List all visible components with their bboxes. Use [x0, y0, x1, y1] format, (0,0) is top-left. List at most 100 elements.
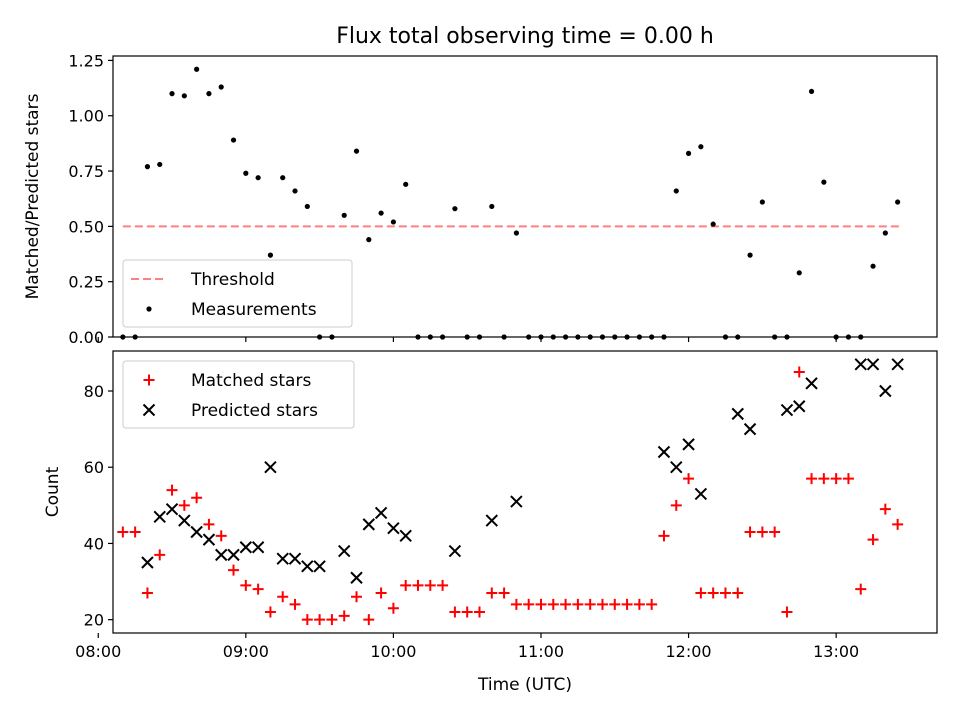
measurement-point	[169, 91, 175, 97]
measurement-point	[218, 84, 224, 90]
figure-title: Flux total observing time = 0.00 h	[336, 24, 714, 49]
predicted-stars-point	[510, 495, 523, 508]
y-axis-label: Matched/Predicted stars	[23, 93, 43, 299]
matched-stars-point	[818, 473, 830, 485]
y-tick-label: 20	[84, 611, 104, 630]
matched-stars-point	[633, 598, 645, 610]
matched-stars-point	[289, 598, 301, 610]
x-tick-label: 12:00	[666, 642, 712, 661]
matched-stars-point	[621, 598, 633, 610]
predicted-stars-point	[165, 502, 179, 516]
matched-stars-point	[793, 366, 805, 378]
matched-stars-point	[363, 614, 375, 626]
legend-label: Predicted stars	[191, 401, 318, 421]
measurement-point	[194, 66, 200, 72]
predicted-stars-point	[399, 529, 412, 543]
measurement-point	[882, 230, 888, 236]
measurement-point	[489, 203, 495, 210]
predicted-stars-point	[202, 533, 216, 546]
predicted-stars-point	[374, 506, 388, 520]
matched-stars-point	[781, 606, 793, 618]
measurement-point	[895, 199, 901, 205]
matched-stars-point	[806, 473, 818, 485]
matched-stars-point	[842, 473, 854, 485]
predicted-stars-point	[731, 407, 744, 421]
y-tick-label: 1.25	[68, 51, 104, 70]
matched-stars-point	[412, 579, 424, 591]
measurement-point	[685, 150, 692, 156]
matched-stars-point	[855, 583, 867, 595]
predicted-stars-point	[190, 525, 203, 539]
matched-stars-point	[437, 579, 449, 591]
predicted-stars-point	[682, 438, 695, 451]
matched-stars-point	[609, 598, 621, 610]
matched-stars-point	[264, 606, 276, 618]
predicted-stars-point	[879, 384, 892, 398]
legend: Threshold Measurements	[122, 259, 353, 328]
legend-label: Threshold	[190, 270, 275, 290]
matched-stars-point	[314, 614, 326, 626]
measurement-point	[403, 181, 409, 187]
matched-stars-point	[732, 587, 744, 599]
y-axis-label: Count	[43, 466, 63, 517]
x-tick-label: 11:00	[518, 642, 564, 661]
predicted-stars-point	[387, 521, 400, 535]
matched-stars-point	[203, 518, 215, 530]
predicted-stars-point	[313, 560, 326, 573]
predicted-stars-point	[854, 358, 867, 371]
predicted-stars-point	[793, 400, 806, 413]
matched-stars-point	[572, 598, 584, 610]
matched-stars-point	[892, 518, 904, 530]
predicted-stars-point	[694, 487, 708, 501]
data-marks	[117, 358, 904, 626]
y-tick-label: 0.75	[68, 162, 104, 181]
y-tick-label: 0.50	[68, 217, 104, 236]
predicted-stars-point	[251, 541, 265, 554]
predicted-stars-point	[485, 514, 499, 527]
measurement-point	[870, 263, 876, 269]
matched-stars-point	[719, 587, 731, 599]
predicted-stars-point	[264, 461, 277, 474]
x-axis-label: Time (UTC)	[477, 675, 572, 695]
matched-stars-point	[461, 606, 473, 618]
matched-stars-point	[400, 579, 412, 591]
x-tick-label: 13:00	[813, 642, 859, 661]
matched-stars-point	[215, 530, 227, 542]
measurement-point	[230, 137, 237, 143]
measurement-point	[759, 199, 765, 205]
predicted-stars-point	[227, 548, 240, 562]
legend-matched-handle	[143, 374, 155, 386]
predicted-stars-point	[780, 403, 794, 417]
y-tick-label: 80	[84, 382, 104, 401]
matched-stars-point	[584, 598, 596, 610]
matched-stars-point	[387, 602, 399, 614]
measurement-point	[452, 206, 458, 212]
measurement-point	[390, 219, 397, 225]
measurement-point	[157, 161, 163, 168]
predicted-stars-point	[448, 544, 462, 558]
x-tick-label: 09:00	[223, 642, 269, 661]
measurement-point	[366, 237, 372, 243]
predicted-stars-point	[301, 560, 314, 573]
matched-stars-point	[191, 492, 203, 504]
matched-stars-point	[228, 564, 240, 576]
matched-stars-point	[510, 598, 522, 610]
x-tick-label: 08:00	[75, 642, 121, 661]
matched-stars-point	[240, 579, 252, 591]
measurement-point	[821, 179, 827, 185]
legend-box	[122, 259, 353, 328]
y-tick-label: 40	[84, 534, 104, 553]
measurement-point	[378, 210, 384, 216]
matched-stars-point	[326, 614, 338, 626]
legend-box	[122, 360, 355, 429]
matched-stars-point	[154, 549, 166, 561]
matched-stars-point	[756, 526, 768, 538]
matched-stars-point	[523, 598, 535, 610]
measurement-point	[698, 144, 704, 150]
predicted-stars-point	[215, 548, 228, 562]
y-tick-label: 0.00	[68, 328, 104, 347]
predicted-stars-point	[239, 541, 253, 554]
matched-stars-point	[129, 526, 141, 538]
measurement-point	[280, 175, 286, 181]
